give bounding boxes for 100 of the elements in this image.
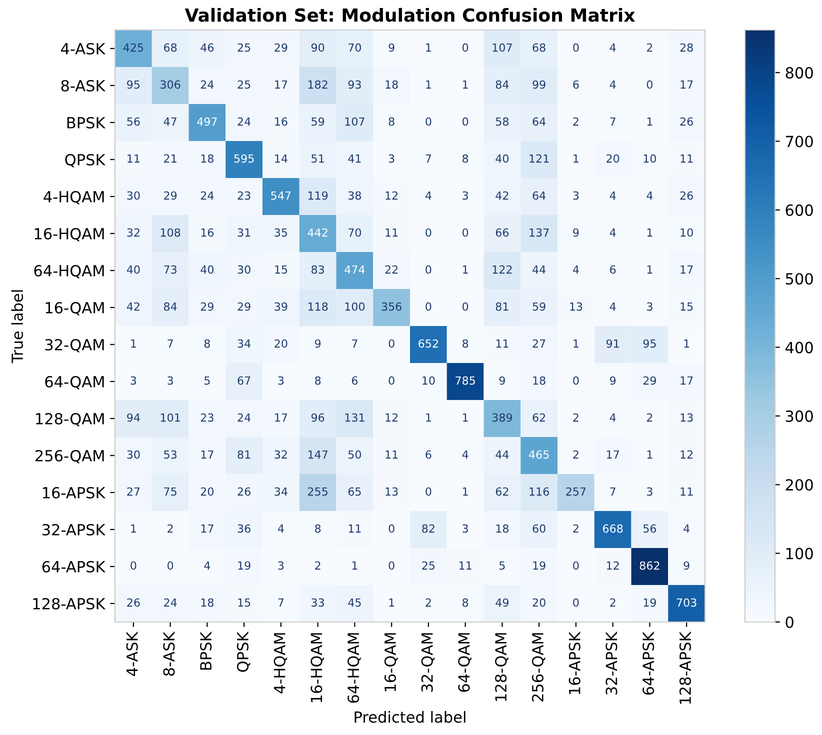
data-label: 23 bbox=[200, 413, 214, 422]
x-tick-label: 16-HQAM bbox=[310, 633, 324, 702]
data-label: 0 bbox=[573, 598, 579, 607]
data-label: 442 bbox=[308, 228, 328, 237]
data-label: 67 bbox=[238, 376, 250, 385]
data-label: 1 bbox=[574, 154, 578, 163]
x-tick-label: 16-APSK bbox=[568, 631, 580, 694]
x-tick-label: 8-ASK bbox=[163, 631, 175, 676]
data-label: 11 bbox=[496, 339, 508, 348]
data-label: 83 bbox=[311, 265, 324, 274]
data-label: 0 bbox=[426, 487, 432, 496]
data-label: 34 bbox=[238, 339, 251, 348]
data-label: 8 bbox=[462, 154, 468, 163]
data-label: 0 bbox=[168, 561, 174, 570]
data-label: 9 bbox=[684, 561, 690, 570]
color-bar-label: 500 bbox=[786, 273, 813, 285]
data-label: 62 bbox=[532, 413, 546, 422]
data-label: 9 bbox=[610, 376, 616, 385]
data-label: 70 bbox=[348, 228, 362, 237]
data-label: 47 bbox=[164, 117, 176, 126]
data-label: 94 bbox=[127, 413, 140, 422]
data-label: 3 bbox=[168, 376, 173, 385]
data-label: 24 bbox=[238, 413, 251, 422]
data-label: 8 bbox=[462, 598, 468, 607]
color-bar-label: 300 bbox=[786, 410, 813, 422]
color-bar-label: 700 bbox=[786, 136, 813, 148]
data-label: 121 bbox=[530, 154, 549, 163]
data-label: 15 bbox=[238, 598, 250, 607]
data-label: 3 bbox=[388, 154, 394, 163]
chart-title: Validation Set: Modulation Confusion Matrix bbox=[184, 8, 635, 22]
data-label: 1 bbox=[647, 450, 652, 459]
data-label: 3 bbox=[462, 524, 468, 533]
data-label: 13 bbox=[680, 413, 693, 422]
data-label: 26 bbox=[238, 487, 250, 496]
data-label: 17 bbox=[606, 450, 619, 459]
data-label: 18 bbox=[386, 80, 398, 89]
data-label: 1 bbox=[426, 80, 431, 89]
data-label: 58 bbox=[496, 117, 508, 126]
data-label: 3 bbox=[462, 191, 468, 200]
data-label: 20 bbox=[200, 487, 214, 496]
data-label: 3 bbox=[278, 376, 284, 385]
data-label: 62 bbox=[496, 487, 508, 496]
data-label: 11 bbox=[680, 487, 693, 496]
data-label: 12 bbox=[386, 191, 398, 200]
data-label: 42 bbox=[126, 302, 140, 311]
data-label: 6 bbox=[610, 265, 616, 274]
data-label: 39 bbox=[274, 302, 288, 311]
data-label: 547 bbox=[271, 191, 291, 200]
data-label: 3 bbox=[647, 487, 652, 496]
data-label: 6 bbox=[426, 450, 432, 459]
data-label: 4 bbox=[462, 450, 468, 459]
data-label: 15 bbox=[680, 302, 693, 311]
data-label: 257 bbox=[566, 487, 586, 496]
data-label: 16 bbox=[201, 228, 214, 237]
x-tick-label: 4-ASK bbox=[126, 631, 138, 676]
data-label: 45 bbox=[348, 598, 361, 607]
x-tick-label: 128-APSK bbox=[679, 631, 691, 704]
color-bar-label: 0 bbox=[786, 616, 794, 628]
data-label: 11 bbox=[386, 450, 398, 459]
data-label: 1 bbox=[131, 339, 136, 348]
data-label: 1 bbox=[463, 487, 468, 496]
data-label: 90 bbox=[311, 43, 324, 52]
data-label: 108 bbox=[160, 228, 180, 237]
data-label: 17 bbox=[275, 413, 288, 422]
data-label: 4 bbox=[572, 265, 579, 274]
data-label: 1 bbox=[463, 80, 468, 89]
data-label: 6 bbox=[352, 376, 358, 385]
data-label: 14 bbox=[275, 154, 288, 163]
x-tick-label: 16-QAM bbox=[384, 633, 398, 692]
data-label: 1 bbox=[131, 524, 136, 533]
data-label: 35 bbox=[274, 228, 288, 237]
data-label: 2 bbox=[646, 413, 652, 422]
data-label: 84 bbox=[164, 302, 177, 311]
data-label: 81 bbox=[496, 302, 508, 311]
data-label: 18 bbox=[533, 376, 546, 385]
data-label: 25 bbox=[422, 561, 435, 570]
data-label: 1 bbox=[647, 228, 652, 237]
data-label: 122 bbox=[492, 265, 512, 274]
data-label: 64 bbox=[532, 117, 546, 126]
data-label: 31 bbox=[238, 228, 250, 237]
data-label: 4 bbox=[610, 302, 616, 311]
data-label: 30 bbox=[238, 265, 250, 274]
y-tick-label: 8-ASK bbox=[61, 80, 106, 92]
data-label: 1 bbox=[647, 265, 652, 274]
data-label: 0 bbox=[462, 43, 468, 52]
data-label: 29 bbox=[164, 191, 177, 200]
data-label: 5 bbox=[204, 376, 210, 385]
data-label: 2 bbox=[573, 413, 578, 422]
data-label: 29 bbox=[238, 302, 250, 311]
x-tick-label: 256-QAM bbox=[532, 633, 546, 702]
data-label: 24 bbox=[200, 191, 214, 200]
y-tick-label: 16-QAM bbox=[46, 302, 104, 316]
data-label: 11 bbox=[348, 524, 361, 533]
data-label: 3 bbox=[278, 561, 284, 570]
data-label: 95 bbox=[643, 339, 656, 348]
data-label: 82 bbox=[422, 524, 434, 533]
data-label: 652 bbox=[418, 339, 438, 348]
data-label: 19 bbox=[533, 561, 546, 570]
data-label: 2 bbox=[573, 524, 578, 533]
x-tick-label: QPSK bbox=[236, 631, 250, 672]
